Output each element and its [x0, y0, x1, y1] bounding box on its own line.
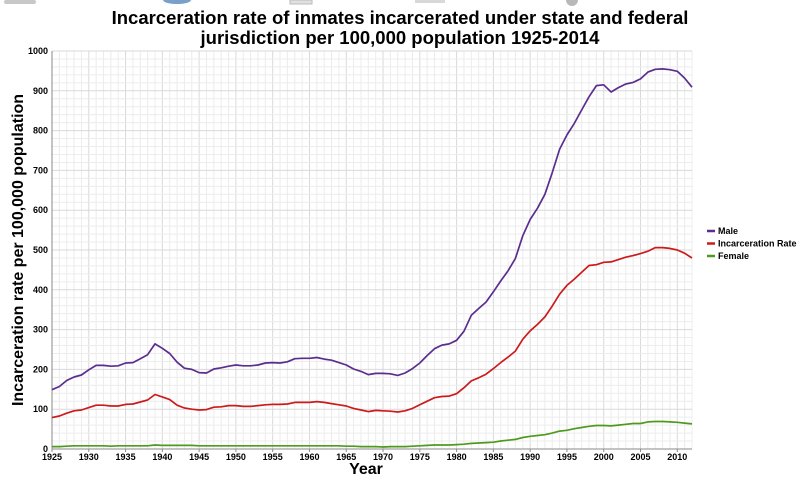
y-tick-label: 300 [33, 325, 48, 335]
y-tick-label: 0 [43, 444, 48, 454]
x-tick-label: 1975 [410, 452, 430, 462]
y-tick-label: 500 [33, 245, 48, 255]
x-tick-label: 1960 [299, 452, 319, 462]
x-tick-label: 1950 [226, 452, 246, 462]
legend-label-female: Female [718, 251, 749, 261]
plot-grid [51, 50, 693, 450]
toolbar-globe-fragment [163, 0, 191, 4]
chart-title-line-1: Incarceration rate of inmates incarcerat… [112, 7, 689, 28]
x-tick-label: 1965 [336, 452, 356, 462]
y-axis-label: Incarceration rate per 100,000 populatio… [10, 94, 27, 406]
legend-label-male: Male [718, 226, 738, 236]
toolbar-dots-fragment [415, 0, 445, 3]
x-tick-label: 1930 [79, 452, 99, 462]
x-tick-label: 1990 [520, 452, 540, 462]
y-tick-label: 100 [33, 404, 48, 414]
x-tick-label: 1925 [42, 452, 62, 462]
chart-legend: Male Incarceration Rate Female [707, 226, 797, 261]
x-tick-label: 1985 [483, 452, 503, 462]
y-tick-label: 600 [33, 205, 48, 215]
y-tick-label: 400 [33, 285, 48, 295]
toolbar-button-fragment [4, 0, 36, 4]
y-tick-label: 900 [33, 86, 48, 96]
tick-labels: 1925 1930 1935 1940 1945 1950 1955 1960 1965 1970… [28, 46, 687, 462]
y-tick-label: 200 [33, 364, 48, 374]
plot-series [51, 68, 693, 448]
x-tick-label: 1970 [373, 452, 393, 462]
x-tick-label: 1995 [557, 452, 577, 462]
x-tick-label: 2000 [594, 452, 614, 462]
x-tick-label: 1940 [152, 452, 172, 462]
chart-title-line-2: jurisdiction per 100,000 population 1925… [200, 27, 601, 48]
legend-label-incarceration-rate: Incarceration Rate [718, 239, 797, 249]
x-tick-label: 1980 [447, 452, 467, 462]
chart-title: Incarceration rate of inmates incarcerat… [112, 7, 689, 48]
series-line-male [51, 68, 693, 391]
x-tick-label: 2005 [630, 452, 650, 462]
y-tick-label: 800 [33, 126, 48, 136]
x-axis-label: Year [349, 461, 383, 477]
y-tick-label: 700 [33, 165, 48, 175]
plot-axes [51, 51, 692, 450]
x-tick-label: 1935 [116, 452, 136, 462]
y-tick-label: 1000 [28, 46, 48, 56]
x-tick-label: 2010 [667, 452, 687, 462]
toolbar-badge-fragment [566, 0, 578, 6]
x-tick-label: 1945 [189, 452, 209, 462]
toolbar-box-fragment [289, 0, 313, 5]
x-tick-label: 1955 [263, 452, 283, 462]
series-line-female [52, 420, 693, 448]
series-line-incarceration-rate [51, 246, 693, 419]
top-toolbar-fragment [4, 0, 578, 6]
